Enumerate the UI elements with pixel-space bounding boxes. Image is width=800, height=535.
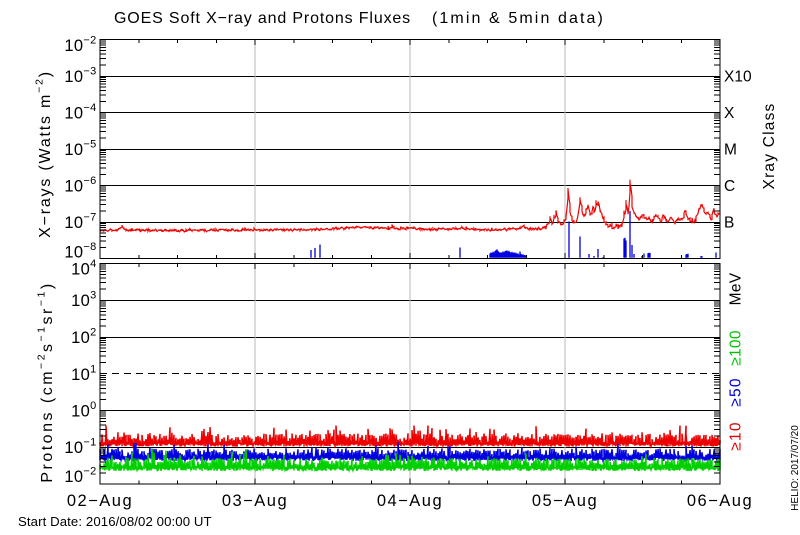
svg-text:Start Date: 2016/08/02 00:00 U: Start Date: 2016/08/02 00:00 UT <box>18 514 212 529</box>
svg-text:02−Aug: 02−Aug <box>67 492 133 510</box>
svg-text:Protons (cm−2s−1sr−1): Protons (cm−2s−1sr−1) <box>36 281 57 482</box>
svg-text:10−2: 10−2 <box>64 35 96 56</box>
svg-text:B: B <box>724 215 734 232</box>
svg-text:≥50: ≥50 <box>728 377 745 406</box>
svg-text:Xray Class: Xray Class <box>761 103 778 190</box>
svg-text:05−Aug: 05−Aug <box>532 492 598 510</box>
svg-text:X−rays (Watts m−2): X−rays (Watts m−2) <box>34 70 55 238</box>
svg-text:06−Aug: 06−Aug <box>687 492 753 510</box>
svg-text:M: M <box>724 142 737 159</box>
svg-text:10−4: 10−4 <box>64 102 96 123</box>
svg-text:10−8: 10−8 <box>64 241 96 262</box>
svg-text:≥10: ≥10 <box>728 421 745 450</box>
svg-text:104: 104 <box>71 258 96 279</box>
svg-text:(1min & 5min data): (1min & 5min data) <box>432 10 605 27</box>
svg-text:C: C <box>724 178 735 195</box>
svg-text:10−7: 10−7 <box>64 212 96 233</box>
svg-text:10−3: 10−3 <box>64 66 96 87</box>
svg-text:GOES Soft X−ray and Protons Fl: GOES Soft X−ray and Protons Fluxes <box>114 10 411 27</box>
svg-text:03−Aug: 03−Aug <box>222 492 288 510</box>
svg-text:≥100: ≥100 <box>728 330 745 366</box>
svg-text:103: 103 <box>71 290 96 311</box>
svg-text:04−Aug: 04−Aug <box>377 492 443 510</box>
svg-text:100: 100 <box>71 400 96 421</box>
svg-text:10−2: 10−2 <box>64 466 96 487</box>
svg-text:101: 101 <box>71 363 96 384</box>
svg-text:102: 102 <box>71 327 96 348</box>
svg-text:10−1: 10−1 <box>64 437 96 458</box>
svg-text:10−5: 10−5 <box>64 139 96 160</box>
svg-text:HELIO: 2017/07/20: HELIO: 2017/07/20 <box>790 425 800 511</box>
svg-text:X10: X10 <box>724 69 752 86</box>
svg-text:X: X <box>724 105 735 122</box>
svg-text:MeV: MeV <box>728 272 745 305</box>
svg-text:10−6: 10−6 <box>64 175 96 196</box>
